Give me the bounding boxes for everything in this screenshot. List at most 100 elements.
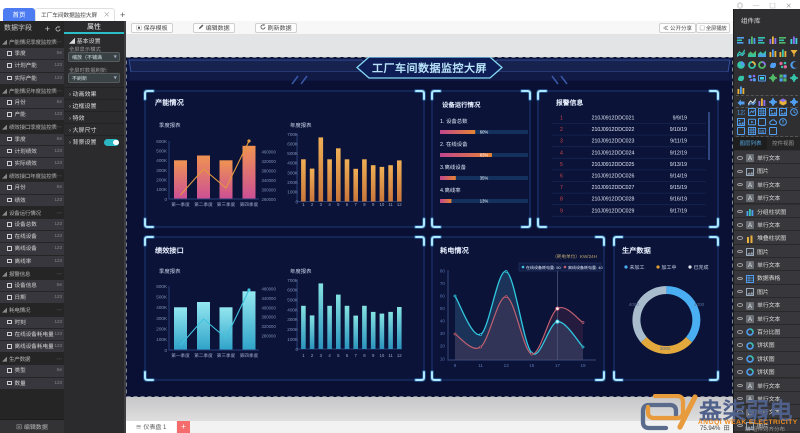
svg-text:420000: 420000 [262,159,277,165]
svg-text:210J0912DDC027: 210J0912DDC027 [592,184,635,191]
svg-text:340000: 340000 [262,178,277,184]
svg-text:13%: 13% [480,198,489,204]
svg-text:1: 1 [302,202,305,208]
svg-text:1: 1 [302,353,305,359]
svg-text:700K: 700K [287,132,299,138]
svg-text:100K: 100K [156,337,168,343]
svg-text:5: 5 [560,161,563,168]
svg-text:210J0912DDC022: 210J0912DDC022 [592,126,635,133]
svg-text:2: 2 [311,202,314,208]
svg-text:50: 50 [440,306,446,312]
svg-text:3.离线设备: 3.离线设备 [440,163,467,171]
svg-text:绩效接口: 绩效接口 [155,246,184,256]
svg-text:8: 8 [363,202,366,208]
svg-text:10: 10 [380,353,385,359]
svg-text:7: 7 [355,353,358,359]
svg-text:210J0912DDC024: 210J0912DDC024 [592,149,635,156]
svg-text:300000: 300000 [262,188,277,194]
svg-text:400K: 400K [287,307,299,313]
svg-text:123: 123 [737,111,745,117]
svg-text:4.离线率: 4.离线率 [440,186,461,194]
svg-text:9/15/19: 9/15/19 [670,184,687,191]
svg-text:第一季度: 第一季度 [171,202,190,208]
svg-text:380000: 380000 [262,169,277,175]
svg-text:400000: 400000 [262,305,277,311]
svg-text:0: 0 [295,199,298,205]
svg-text:3000: 3000 [660,346,671,352]
svg-text:9/14/19: 9/14/19 [670,173,687,180]
svg-text:500K: 500K [156,149,168,155]
svg-text:1. 设备总数: 1. 设备总数 [440,117,468,125]
svg-text:年度报表: 年度报表 [290,267,312,275]
svg-text:4000: 4000 [694,302,705,308]
svg-text:15: 15 [529,363,535,369]
svg-text:35%: 35% [480,175,489,181]
svg-text:210J0912DDC026: 210J0912DDC026 [592,173,635,180]
svg-text:年度报表: 年度报表 [290,121,312,129]
svg-text:10: 10 [440,356,446,362]
svg-text:9/11/19: 9/11/19 [670,138,687,145]
svg-text:9/13/19: 9/13/19 [670,161,687,168]
svg-text:生产数据: 生产数据 [622,246,652,256]
svg-text:9: 9 [454,363,457,369]
svg-text:100K: 100K [156,187,168,193]
svg-text:未加工: 未加工 [630,264,645,271]
svg-text:季度报表: 季度报表 [159,267,181,275]
svg-text:300K: 300K [287,317,299,323]
svg-text:第三季度: 第三季度 [217,202,236,208]
svg-text:12: 12 [397,202,402,208]
svg-text:已完成: 已完成 [694,264,709,271]
svg-text:500K: 500K [156,295,168,301]
svg-text:第一季度: 第一季度 [171,353,190,359]
svg-text:6: 6 [346,202,349,208]
svg-text:4000: 4000 [629,302,640,308]
svg-text:80: 80 [440,268,446,274]
svg-text:2: 2 [311,353,314,359]
svg-text:4: 4 [328,353,331,359]
svg-text:63%: 63% [480,152,489,158]
svg-text:210J0912DDC023: 210J0912DDC023 [592,138,635,145]
svg-text:260000: 260000 [262,197,277,203]
svg-text:10: 10 [380,202,385,208]
svg-text:17: 17 [555,363,561,369]
svg-text:工厂车间数据监控大屏: 工厂车间数据监控大屏 [372,60,487,76]
svg-text:13: 13 [504,363,510,369]
svg-text:480000: 480000 [262,286,277,292]
svg-text:600K: 600K [156,139,168,145]
svg-text:季度报表: 季度报表 [159,121,181,129]
svg-text:210J0912DDC029: 210J0912DDC029 [592,207,635,214]
svg-text:9: 9 [372,353,375,359]
svg-text:5: 5 [337,353,340,359]
svg-text:300K: 300K [156,316,168,322]
svg-text:6: 6 [560,173,563,180]
svg-text:2. 在线设备: 2. 在线设备 [440,140,468,148]
svg-text:40: 40 [440,319,446,325]
svg-text:320000: 320000 [262,324,277,330]
svg-text:100K: 100K [287,337,299,343]
svg-text:6: 6 [346,353,349,359]
svg-text:7: 7 [560,184,563,191]
svg-text:400K: 400K [156,305,168,311]
svg-text:70: 70 [440,281,446,287]
svg-text:460000: 460000 [262,150,277,156]
svg-text:5: 5 [337,202,340,208]
svg-text:200K: 200K [287,180,299,186]
svg-text:200K: 200K [156,327,168,333]
svg-text:600K: 600K [156,284,168,290]
svg-text:200K: 200K [287,327,299,333]
svg-text:200K: 200K [156,178,168,184]
svg-text:9/10/19: 9/10/19 [670,126,687,133]
svg-text:19: 19 [580,363,586,369]
svg-text:7: 7 [355,202,358,208]
svg-text:3: 3 [320,353,323,359]
svg-text:耗电情况: 耗电情况 [440,246,470,256]
svg-text:88: 88 [759,129,765,134]
svg-text:11: 11 [478,363,483,369]
svg-text:2: 2 [560,126,563,133]
svg-text:3: 3 [320,202,323,208]
svg-text:280000: 280000 [262,334,277,340]
svg-text:400K: 400K [287,161,299,167]
svg-text:4: 4 [328,202,331,208]
svg-text:700K: 700K [287,278,299,284]
svg-text:在线设备耗电量: 50: 在线设备耗电量: 50 [526,265,561,271]
